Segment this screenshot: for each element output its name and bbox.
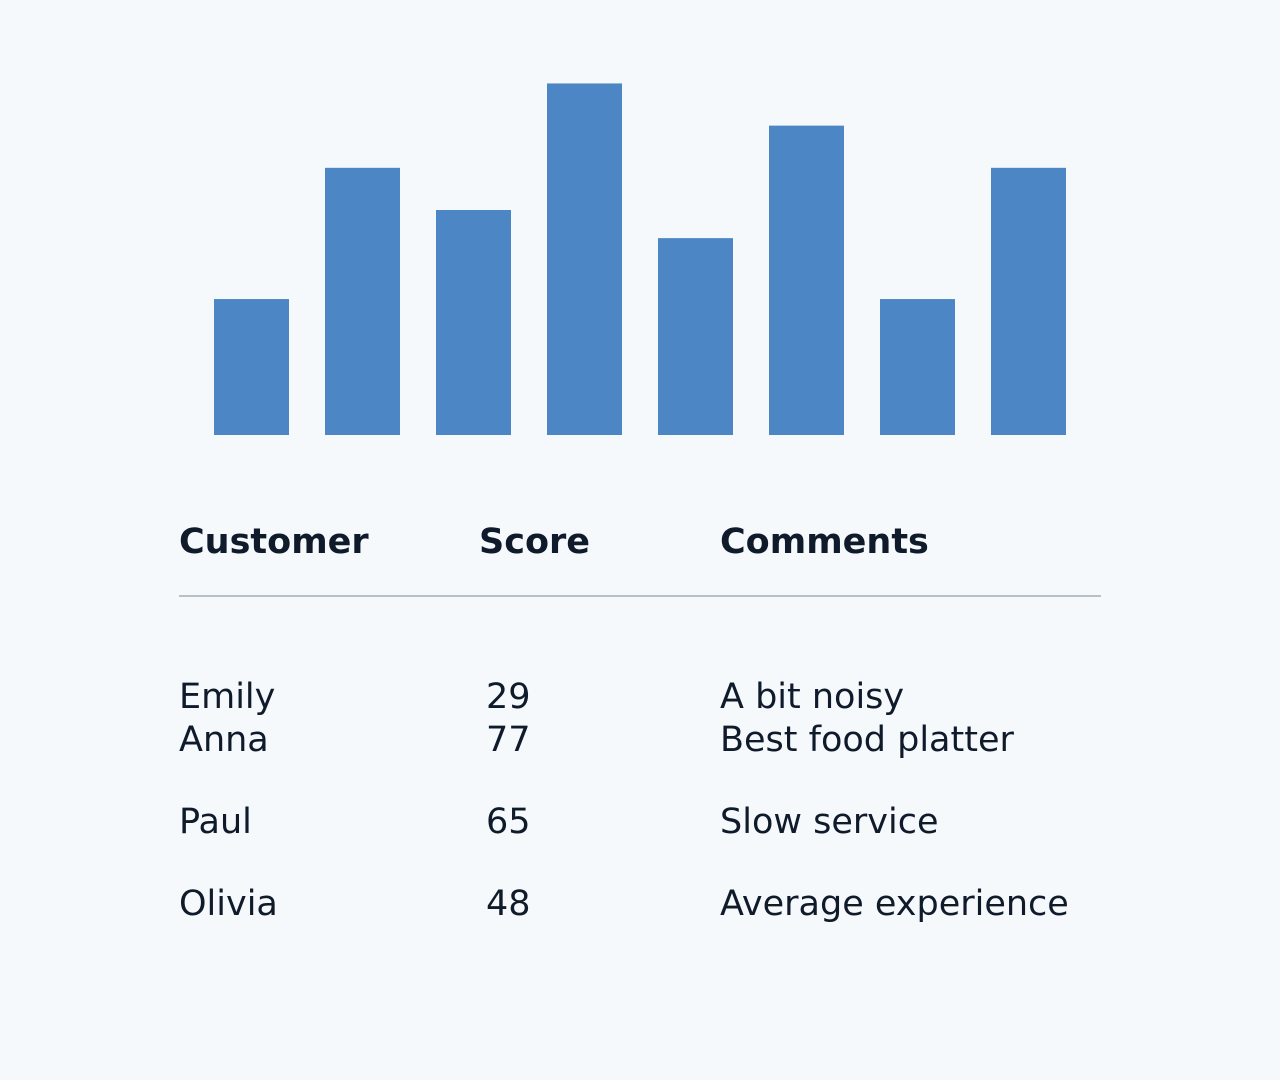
customer-cell: Emily [179, 677, 276, 717]
table-row: Anna 77 Best food platter [179, 718, 1101, 800]
chart-bar-6 [769, 125, 844, 435]
chart-bar-7 [880, 299, 955, 435]
chart-bar-3 [436, 210, 511, 435]
table-row: Paul 65 Slow service [179, 800, 1101, 882]
chart-bar-1 [214, 299, 289, 435]
table-body: Emily 29 A bit noisy Anna 77 Best food p… [179, 597, 1101, 964]
score-cell: 29 [486, 677, 531, 717]
bar-chart [214, 83, 1066, 435]
chart-bar-5 [658, 238, 733, 435]
customer-cell: Olivia [179, 884, 278, 924]
table-row: Olivia 48 Average experience [179, 882, 1101, 964]
column-header-comments: Comments [720, 522, 929, 562]
comments-cell: Average experience [720, 884, 1069, 924]
column-header-score: Score [479, 522, 590, 562]
score-cell: 48 [486, 884, 531, 924]
score-cell: 77 [486, 720, 531, 760]
table-header: Customer Score Comments [179, 520, 1101, 597]
score-table: Customer Score Comments Emily 29 A bit n… [179, 520, 1101, 964]
chart-bar-8 [991, 167, 1066, 435]
chart-bar-2 [325, 167, 400, 435]
comments-cell: Slow service [720, 802, 939, 842]
comments-cell: Best food platter [720, 720, 1014, 760]
table-row: Emily 29 A bit noisy [179, 636, 1101, 718]
comments-cell: A bit noisy [720, 677, 905, 717]
customer-cell: Paul [179, 802, 252, 842]
chart-bar-4 [547, 83, 622, 435]
score-cell: 65 [486, 802, 531, 842]
customer-cell: Anna [179, 720, 269, 760]
column-header-customer: Customer [179, 522, 369, 562]
